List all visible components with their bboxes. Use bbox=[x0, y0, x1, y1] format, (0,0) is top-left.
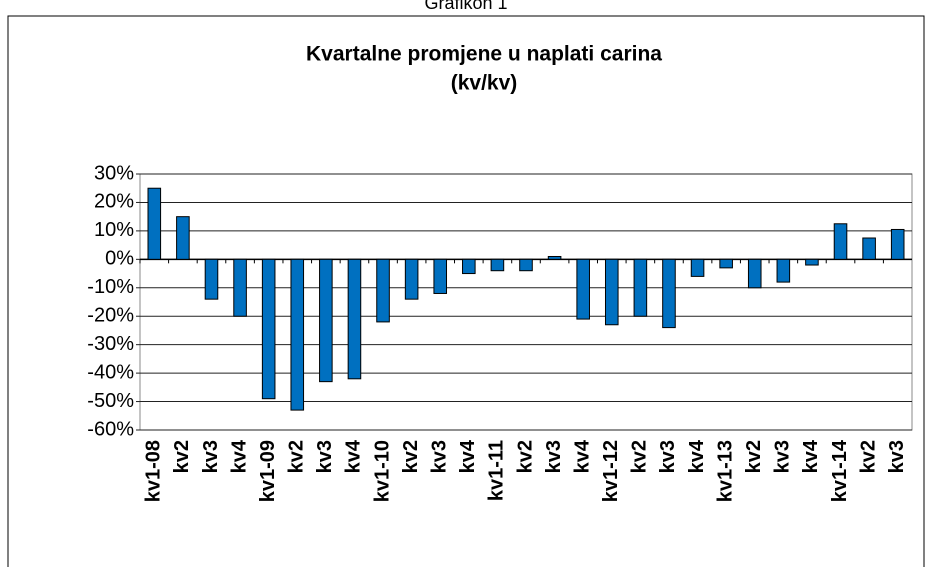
bar bbox=[319, 258, 333, 383]
x-tick-label: kv2 bbox=[629, 440, 651, 473]
x-tick-label: kv2 bbox=[514, 440, 536, 473]
x-tick-label: kv1-11 bbox=[486, 440, 508, 501]
x-tick-label: kv2 bbox=[286, 440, 308, 473]
bar bbox=[662, 258, 676, 329]
bar bbox=[404, 258, 419, 300]
bar bbox=[604, 258, 619, 326]
x-tick-label: kv1-08 bbox=[143, 440, 165, 502]
bar bbox=[890, 228, 905, 260]
y-tick-label: -10% bbox=[87, 276, 134, 298]
x-tick-label: kv4 bbox=[343, 439, 365, 473]
chart-title: Kvartalne promjene u naplati carina bbox=[306, 43, 662, 66]
bar bbox=[862, 237, 876, 260]
y-tick-label: -50% bbox=[87, 390, 134, 412]
y-tick-label: -60% bbox=[87, 418, 134, 440]
bar bbox=[690, 258, 705, 277]
bar bbox=[290, 258, 305, 411]
y-tick-label: 30% bbox=[94, 162, 134, 184]
bar bbox=[176, 216, 190, 260]
x-tick-label: kv4 bbox=[457, 439, 479, 473]
y-tick-label: -40% bbox=[87, 361, 134, 383]
x-tick-label: kv3 bbox=[200, 440, 222, 473]
x-tick-label: kv3 bbox=[543, 440, 565, 473]
bar bbox=[747, 258, 762, 289]
bar bbox=[462, 258, 476, 275]
x-tick-label: kv2 bbox=[857, 440, 879, 473]
x-tick-label: kv4 bbox=[228, 439, 250, 473]
y-tick-label: -20% bbox=[87, 305, 134, 327]
bar bbox=[261, 258, 276, 400]
x-tick-label: kv4 bbox=[800, 439, 822, 473]
caption: Grafikon 1 bbox=[424, 0, 507, 13]
bar bbox=[490, 258, 505, 272]
y-tick-label: -30% bbox=[87, 333, 134, 355]
x-tick-label: kv4 bbox=[686, 439, 708, 473]
x-tick-label: kv3 bbox=[657, 440, 679, 473]
bar bbox=[147, 187, 162, 260]
bar bbox=[519, 258, 533, 272]
bar bbox=[376, 258, 390, 323]
x-tick-label: kv1-14 bbox=[829, 439, 851, 502]
x-tick-label: kv3 bbox=[429, 440, 451, 473]
x-tick-label: kv2 bbox=[743, 440, 765, 473]
x-tick-label: kv2 bbox=[171, 440, 193, 473]
bar bbox=[433, 258, 448, 294]
bar bbox=[805, 258, 819, 266]
x-tick-label: kv1-13 bbox=[714, 440, 736, 502]
bar bbox=[719, 258, 733, 269]
y-tick-label: 0% bbox=[105, 248, 134, 270]
chart-subtitle: (kv/kv) bbox=[451, 72, 518, 95]
x-tick-label: kv1-09 bbox=[257, 440, 279, 502]
x-tick-label: kv3 bbox=[886, 440, 908, 473]
x-tick-label: kv2 bbox=[400, 440, 422, 473]
x-tick-label: kv3 bbox=[772, 440, 794, 473]
x-tick-label: kv3 bbox=[314, 440, 336, 473]
bar bbox=[233, 258, 247, 317]
bar bbox=[776, 258, 791, 283]
bar bbox=[633, 258, 648, 317]
x-tick-label: kv1-10 bbox=[371, 440, 393, 502]
bar bbox=[204, 258, 219, 300]
bar bbox=[833, 223, 848, 260]
chart-frame bbox=[7, 15, 925, 567]
bar bbox=[547, 255, 562, 260]
x-tick-label: kv4 bbox=[571, 439, 593, 473]
x-tick-label: kv1-12 bbox=[600, 440, 622, 502]
y-tick-label: 20% bbox=[94, 191, 134, 213]
bar bbox=[347, 258, 362, 380]
y-tick-label: 10% bbox=[94, 219, 134, 241]
bar bbox=[576, 258, 590, 320]
